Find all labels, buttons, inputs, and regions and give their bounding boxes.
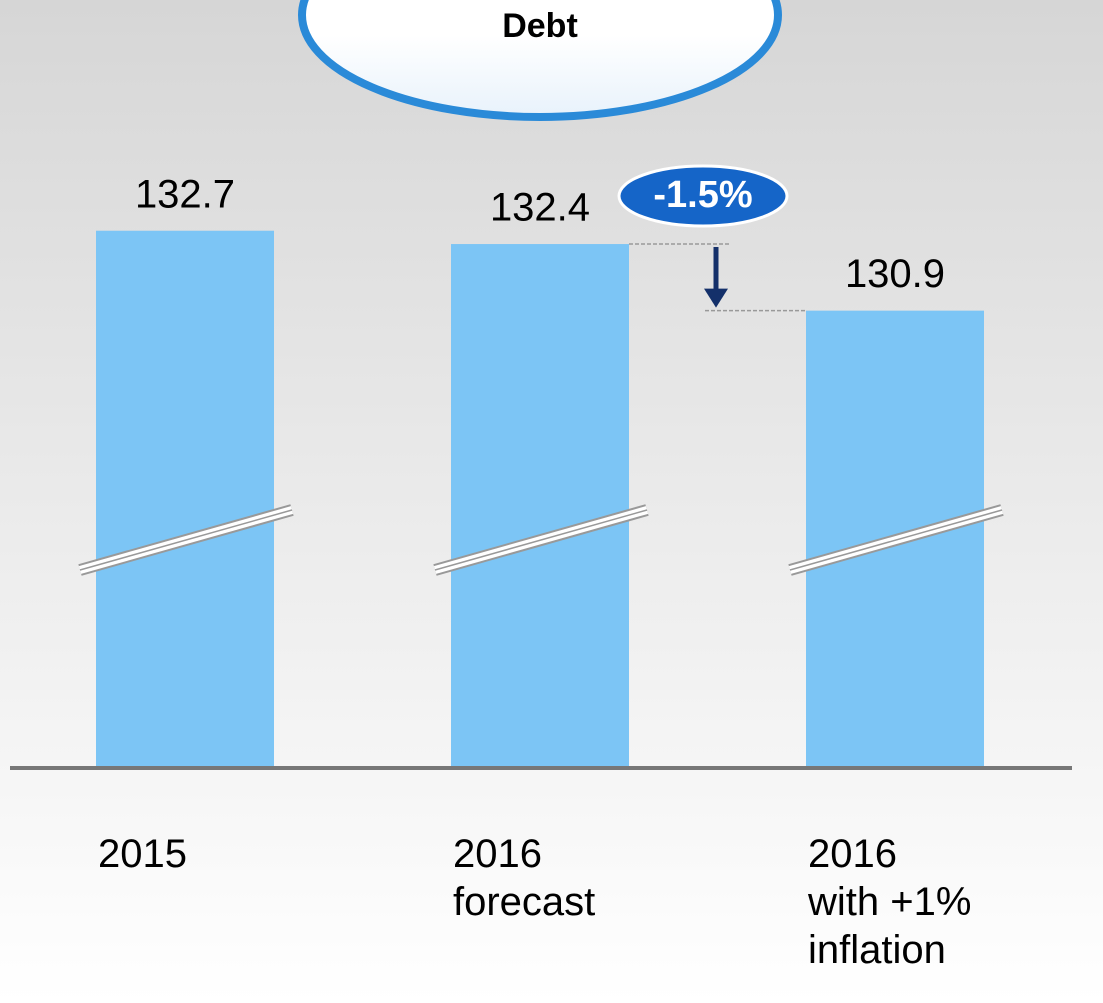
annotation-badge	[617, 164, 789, 228]
arrow-head	[704, 288, 728, 308]
chart-title: Debt	[502, 7, 578, 45]
bar	[96, 230, 274, 768]
x-tick-label: 2015	[98, 832, 187, 876]
annotation: -1.5%	[653, 174, 752, 216]
bar	[451, 244, 629, 768]
x-tick-label: 2016 forecast	[453, 832, 596, 924]
value-label: 132.4	[490, 186, 590, 230]
x-tick-label: 2016 with +1% inflation	[808, 832, 972, 972]
title-badge	[298, 0, 782, 121]
value-label: 132.7	[135, 172, 235, 216]
axis-break	[79, 509, 293, 571]
axis-break	[789, 509, 1003, 571]
axis-break	[434, 509, 648, 571]
value-label: 130.9	[845, 252, 945, 296]
